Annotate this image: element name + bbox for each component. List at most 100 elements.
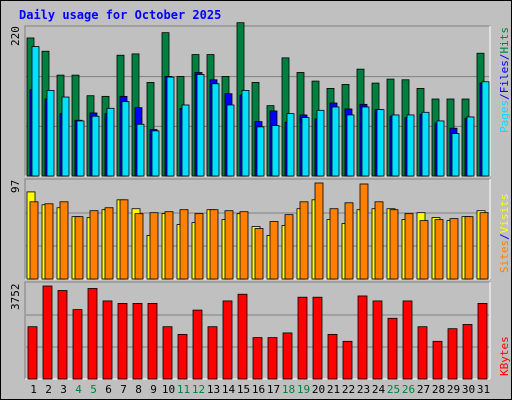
bar-pages xyxy=(436,120,445,177)
x-tick-label: 9 xyxy=(150,383,157,396)
x-tick-label: 16 xyxy=(252,383,265,396)
x-tick-label: 19 xyxy=(297,383,310,396)
x-tick-label: 4 xyxy=(75,383,82,396)
bar-pages xyxy=(106,107,115,177)
x-tick-label: 3 xyxy=(60,383,67,396)
bar-pages xyxy=(181,104,190,177)
y-tick-kbytes-max: 3752 xyxy=(9,284,22,311)
bar-pages xyxy=(196,74,205,177)
bar-sites xyxy=(239,211,249,280)
bar-sites xyxy=(464,216,474,280)
x-tick-label: 17 xyxy=(267,383,280,396)
bar-sites xyxy=(329,208,339,280)
bar-pages xyxy=(91,115,100,177)
bar-pages xyxy=(451,133,460,177)
bar-kbytes xyxy=(282,332,293,380)
bar-kbytes xyxy=(147,303,158,380)
bar-kbytes xyxy=(267,337,278,380)
y-tick-hits-max: 220 xyxy=(9,26,22,46)
bar-sites xyxy=(359,183,369,280)
bar-sites xyxy=(134,213,144,280)
bar-pages xyxy=(211,83,220,177)
x-tick-label: 21 xyxy=(327,383,340,396)
bar-sites xyxy=(374,201,384,280)
bar-sites xyxy=(224,210,234,280)
bar-pages xyxy=(76,120,85,177)
bar-sites xyxy=(209,209,219,280)
bar-pages xyxy=(376,109,385,177)
bar-sites xyxy=(104,207,114,280)
bar-kbytes xyxy=(27,326,38,380)
legend-visits: Visits xyxy=(498,194,511,234)
bar-kbytes xyxy=(432,340,443,380)
bar-kbytes xyxy=(252,337,263,380)
bar-sites xyxy=(74,216,84,280)
bar-sites xyxy=(269,221,279,280)
legend-kbytes-label: KBytes xyxy=(498,336,511,376)
x-tick-label: 11 xyxy=(177,383,190,396)
x-tick-label: 8 xyxy=(135,383,142,396)
bar-sites xyxy=(194,213,204,280)
x-tick-label: 14 xyxy=(222,383,236,396)
bar-kbytes xyxy=(372,300,383,380)
bar-pages xyxy=(136,123,145,177)
x-tick-label: 12 xyxy=(192,383,205,396)
bar-pages xyxy=(241,89,250,177)
bar-sites xyxy=(404,213,414,280)
bar-kbytes xyxy=(42,285,53,380)
x-tick-label: 26 xyxy=(402,383,415,396)
bar-kbytes xyxy=(117,303,128,380)
x-tick-label: 28 xyxy=(432,383,445,396)
bar-sites xyxy=(89,210,99,280)
bar-sites xyxy=(479,212,489,280)
bar-kbytes xyxy=(237,293,248,380)
bar-pages xyxy=(421,111,430,177)
x-tick-label: 22 xyxy=(342,383,355,396)
bar-sites xyxy=(284,214,294,280)
bar-pages xyxy=(46,89,55,177)
bar-kbytes xyxy=(57,290,68,380)
bar-pages xyxy=(31,46,40,177)
bar-sites xyxy=(149,212,159,280)
bar-sites xyxy=(344,202,354,280)
bar-sites xyxy=(254,228,264,280)
x-tick-labels: 1 2 3 4 5 6 7 8 9 10 11 12 13 14 15 16 17 18 19 20 21 22 23 24 2… xyxy=(30,383,490,396)
bar-kbytes xyxy=(342,340,353,380)
x-tick-label: 1 xyxy=(30,383,37,396)
bar-sites xyxy=(29,201,39,280)
bar-kbytes xyxy=(102,300,113,380)
bar-pages xyxy=(166,76,175,177)
bar-pages xyxy=(481,81,490,177)
legend-pages: Pages xyxy=(498,100,511,133)
y-tick-visits-max: 97 xyxy=(9,180,22,193)
bar-kbytes xyxy=(132,303,143,380)
legend-separator: / xyxy=(498,54,511,61)
bar-pages xyxy=(271,125,280,177)
bar-pages xyxy=(151,130,160,177)
bar-pages xyxy=(286,113,295,177)
bar-kbytes xyxy=(312,296,323,380)
bar-kbytes xyxy=(72,309,83,380)
bar-pages xyxy=(301,117,310,177)
x-tick-label: 2 xyxy=(45,383,52,396)
x-tick-label: 20 xyxy=(312,383,325,396)
x-tick-label: 7 xyxy=(120,383,127,396)
bar-sites xyxy=(434,219,444,280)
bar-kbytes xyxy=(327,333,338,380)
bar-kbytes xyxy=(192,309,203,380)
x-tick-label: 31 xyxy=(477,383,490,396)
bar-kbytes xyxy=(162,326,173,380)
x-tick-label: 15 xyxy=(237,383,250,396)
bar-sites xyxy=(59,201,69,280)
bar-kbytes xyxy=(222,300,233,380)
bar-kbytes xyxy=(462,324,473,380)
bar-sites xyxy=(179,209,189,280)
bar-pages xyxy=(466,116,475,177)
bar-sites xyxy=(449,218,459,280)
bar-pages xyxy=(406,114,415,177)
legend-separator: / xyxy=(498,233,511,240)
bar-sites xyxy=(314,182,324,280)
legend-files: Files xyxy=(498,60,511,93)
bar-pages xyxy=(391,114,400,177)
